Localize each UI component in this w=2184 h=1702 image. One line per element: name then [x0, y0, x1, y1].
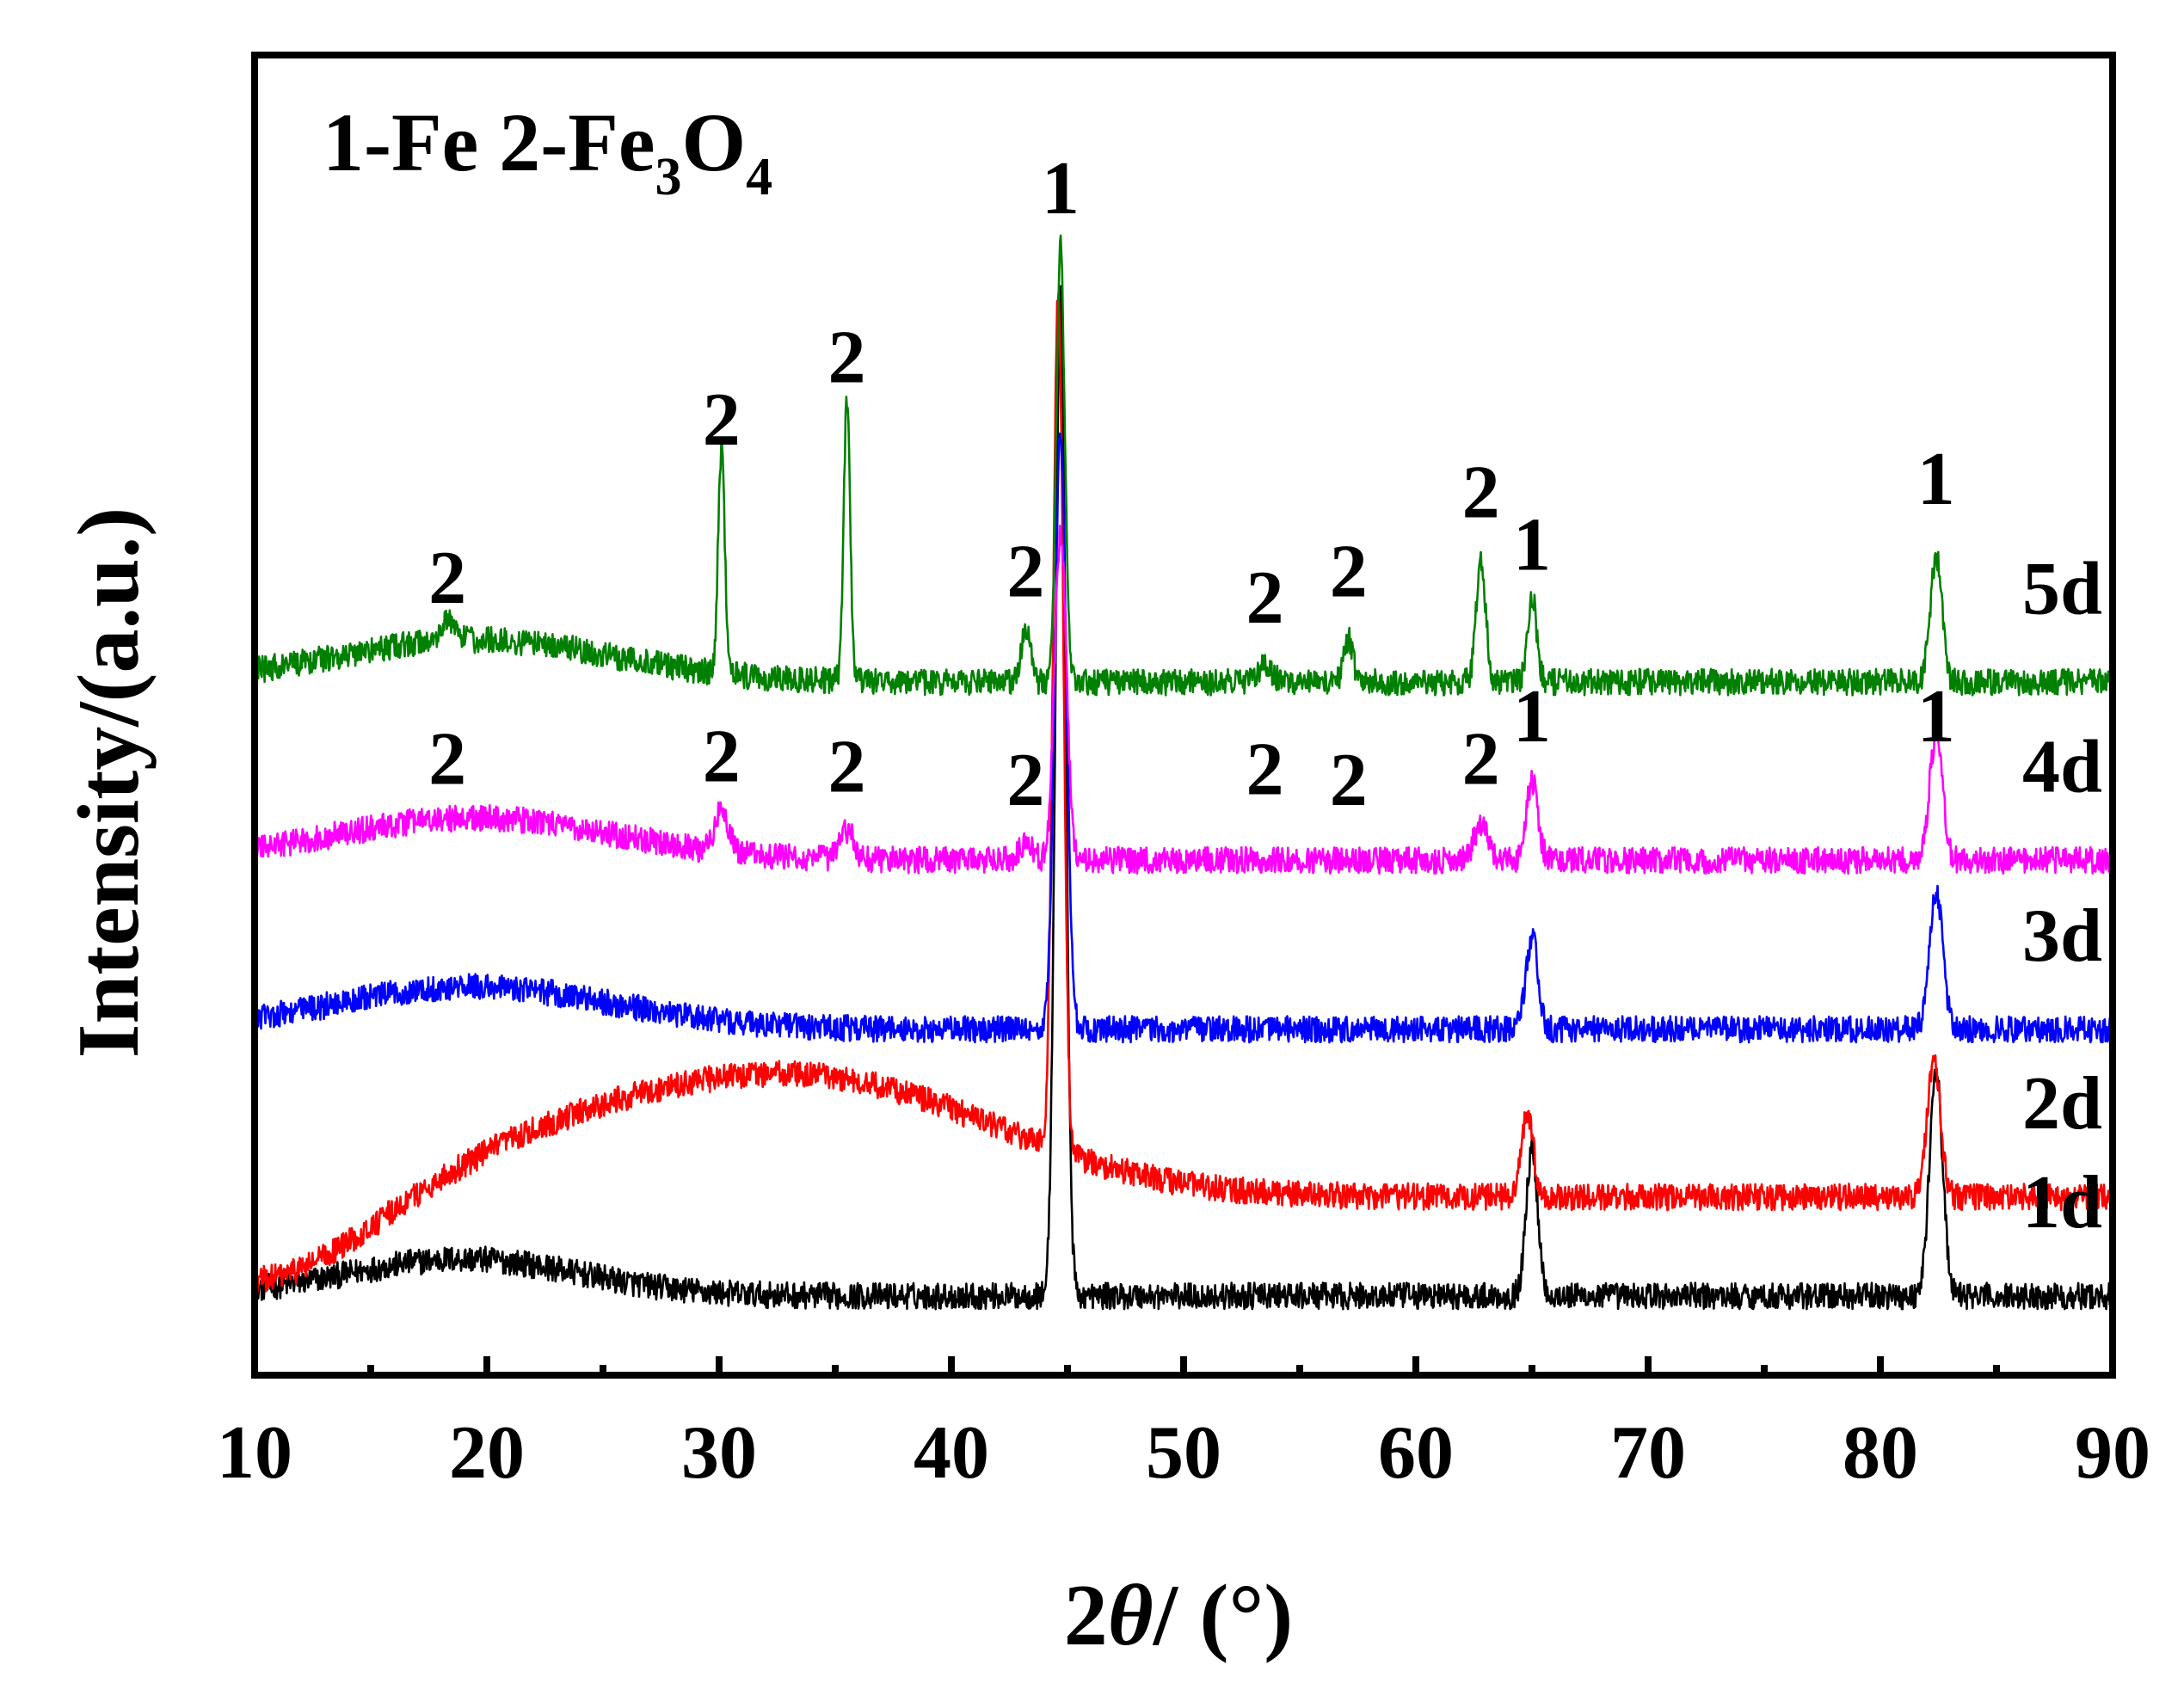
- peak-label: 2: [1246, 556, 1284, 640]
- x-axis-ticks: [251, 1356, 2116, 1375]
- x-tick-label: 40: [914, 1411, 989, 1495]
- series-label-4d: 4d: [2022, 726, 2102, 809]
- peak-label: 1: [1513, 504, 1551, 587]
- peak-label: 2: [828, 726, 866, 809]
- x-tick-label: 70: [1610, 1411, 1686, 1495]
- series-label-3d: 3d: [2022, 894, 2102, 978]
- series-label-1d: 1d: [2022, 1161, 2102, 1244]
- x-tick-label: 80: [1843, 1411, 1918, 1495]
- peak-label: 1: [1917, 675, 1955, 759]
- legend-part2: O: [681, 96, 746, 188]
- x-tick-label: 20: [449, 1411, 525, 1495]
- peak-label: 2: [1330, 530, 1368, 613]
- peak-label: 2: [703, 715, 741, 798]
- y-axis-title: Intensity/(a.u.): [60, 507, 157, 1058]
- legend-sub2: 4: [746, 148, 772, 206]
- peak-label: 1: [1917, 438, 1955, 521]
- legend-part1: 1-Fe 2-Fe: [323, 96, 655, 188]
- x-tick-label: 50: [1146, 1411, 1221, 1495]
- series-line-2d: [253, 292, 2114, 1293]
- legend: 1-Fe 2-Fe3O4: [323, 96, 772, 206]
- peak-label: 1: [1513, 675, 1551, 759]
- peak-label: 2: [1006, 739, 1044, 822]
- x-axis-title-unit: / (°): [1153, 1567, 1294, 1664]
- x-axis-title-prefix: 2: [1064, 1567, 1108, 1664]
- peak-label: 2: [703, 378, 741, 462]
- x-tick-label: 30: [681, 1411, 757, 1495]
- x-tick-label: 90: [2075, 1411, 2150, 1495]
- x-axis-title: 2θ/ (°): [1064, 1567, 1294, 1664]
- peak-label: 2: [428, 537, 466, 620]
- x-tick-label: 60: [1378, 1411, 1454, 1495]
- x-axis-tick-labels: 10 20 30 40 50 60 70 80 90: [217, 1411, 2150, 1495]
- peak-label: 2: [428, 717, 466, 801]
- peak-label: 1: [1042, 147, 1080, 230]
- peak-label: 2: [1246, 728, 1284, 812]
- series-line-4d: [253, 524, 2114, 876]
- peak-label: 2: [828, 316, 866, 400]
- series-label-2d: 2d: [2022, 1062, 2102, 1146]
- series-labels: 1d 2d 3d 4d 5d: [2022, 547, 2102, 1244]
- legend-sub1: 3: [655, 148, 681, 206]
- peak-label: 2: [1462, 451, 1500, 534]
- series-line-3d: [253, 432, 2114, 1044]
- series-line-5d: [253, 234, 2114, 697]
- x-axis-title-theta: θ: [1108, 1567, 1154, 1664]
- x-tick-label: 10: [217, 1411, 292, 1495]
- series-line-1d: [254, 285, 2114, 1311]
- series-label-5d: 5d: [2022, 547, 2102, 630]
- peak-label: 2: [1462, 717, 1500, 801]
- series-layer: [253, 234, 2114, 1311]
- peak-label: 2: [1330, 739, 1368, 822]
- peak-label: 2: [1006, 530, 1044, 613]
